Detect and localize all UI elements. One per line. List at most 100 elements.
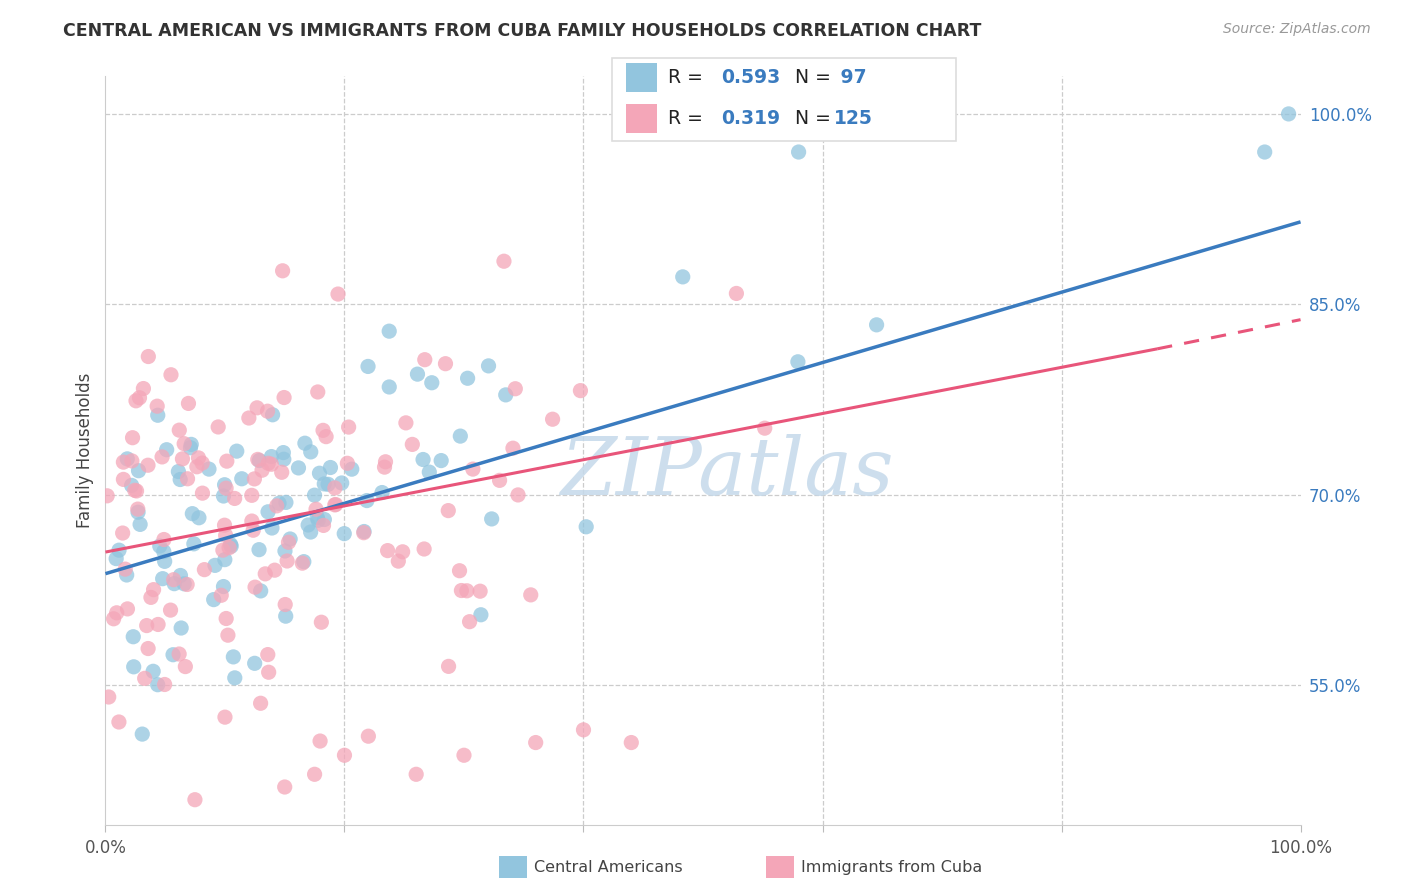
Point xyxy=(153,544,176,558)
Point xyxy=(333,526,356,541)
Point xyxy=(725,286,748,301)
Point xyxy=(449,564,471,578)
Point xyxy=(1277,107,1299,121)
Point xyxy=(169,473,191,487)
Point xyxy=(132,382,155,396)
Point xyxy=(243,657,266,671)
Point xyxy=(307,384,329,399)
Point xyxy=(254,566,277,581)
Point xyxy=(274,544,297,558)
Point xyxy=(307,513,329,527)
Point xyxy=(271,264,294,278)
Point xyxy=(257,505,280,519)
Point xyxy=(97,690,120,704)
Point xyxy=(457,371,479,385)
Point xyxy=(291,556,314,570)
Point xyxy=(373,460,395,475)
Point xyxy=(488,474,510,488)
Point xyxy=(149,539,172,553)
Point xyxy=(153,533,176,547)
Point xyxy=(214,552,236,566)
Point xyxy=(128,391,150,405)
Point xyxy=(202,592,225,607)
Point xyxy=(865,318,887,332)
Point xyxy=(139,591,162,605)
Point xyxy=(214,710,236,724)
Point xyxy=(184,793,207,807)
Point xyxy=(337,420,360,434)
Point xyxy=(121,454,143,468)
Text: Source: ZipAtlas.com: Source: ZipAtlas.com xyxy=(1223,22,1371,37)
Point xyxy=(159,603,181,617)
Point xyxy=(273,452,295,467)
Point xyxy=(395,416,418,430)
Point xyxy=(357,359,380,374)
Text: N =: N = xyxy=(783,68,837,87)
Point xyxy=(112,455,135,469)
Point xyxy=(308,467,330,481)
Point xyxy=(450,583,472,598)
Point xyxy=(477,359,499,373)
Point xyxy=(575,520,598,534)
Point xyxy=(292,555,315,569)
Point xyxy=(186,459,208,474)
Text: CENTRAL AMERICAN VS IMMIGRANTS FROM CUBA FAMILY HOUSEHOLDS CORRELATION CHART: CENTRAL AMERICAN VS IMMIGRANTS FROM CUBA… xyxy=(63,22,981,40)
Point xyxy=(162,648,184,662)
Point xyxy=(309,734,332,748)
Point xyxy=(243,580,266,594)
Point xyxy=(176,577,198,591)
Point xyxy=(142,665,165,679)
Point xyxy=(377,543,399,558)
Point xyxy=(103,612,125,626)
Point xyxy=(672,269,695,284)
Point xyxy=(299,445,322,459)
Point xyxy=(470,607,492,622)
Point xyxy=(315,430,337,444)
Point xyxy=(401,437,423,451)
Point xyxy=(170,621,193,635)
Point xyxy=(418,465,440,479)
Point xyxy=(127,502,149,516)
Point xyxy=(127,505,149,519)
Point xyxy=(243,472,266,486)
Point xyxy=(150,450,173,464)
Point xyxy=(311,615,333,630)
Point xyxy=(276,554,298,568)
Point xyxy=(325,498,347,512)
Point xyxy=(198,462,221,476)
Point xyxy=(111,526,134,541)
Point xyxy=(356,493,378,508)
Point xyxy=(572,723,595,737)
Point xyxy=(353,524,375,539)
Point xyxy=(319,460,342,475)
Point xyxy=(273,780,295,794)
Point xyxy=(256,648,278,662)
Point xyxy=(437,503,460,517)
Point xyxy=(176,472,198,486)
Point xyxy=(167,465,190,479)
Text: N =: N = xyxy=(783,109,837,128)
Point xyxy=(413,541,436,556)
Point xyxy=(257,665,280,680)
Text: 0.319: 0.319 xyxy=(721,109,780,128)
Point xyxy=(353,525,375,540)
Point xyxy=(378,324,401,338)
Point xyxy=(333,748,356,763)
Point xyxy=(330,475,353,490)
Point xyxy=(391,545,413,559)
Point xyxy=(169,423,191,437)
Text: R =: R = xyxy=(668,68,709,87)
Point xyxy=(238,411,260,425)
Point xyxy=(114,562,136,576)
Point xyxy=(214,528,236,542)
Point xyxy=(122,660,145,674)
Point xyxy=(187,510,209,524)
Point xyxy=(180,437,202,451)
Point xyxy=(461,462,484,476)
Point xyxy=(136,458,159,473)
Point xyxy=(222,649,245,664)
Point xyxy=(136,350,159,364)
Point xyxy=(468,584,491,599)
Point xyxy=(412,452,434,467)
Point xyxy=(786,355,808,369)
